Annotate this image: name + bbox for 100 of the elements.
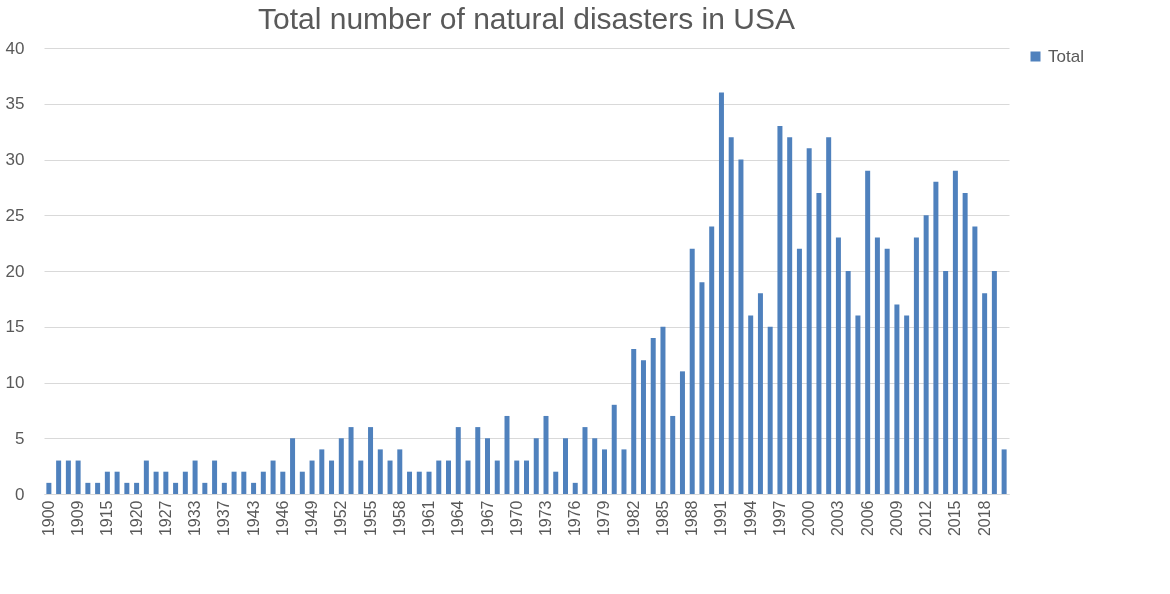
bar [221,482,227,494]
bar [1001,449,1007,494]
bar [192,460,198,494]
bar [855,315,861,494]
x-tick-label: 2003 [829,500,847,537]
bar [689,248,695,494]
y-tick-label: 20 [5,261,25,281]
x-tick-label: 1909 [69,500,87,537]
x-tick-label: 1958 [390,500,408,537]
x-tick-label: 1982 [624,500,642,537]
bar [572,482,578,494]
x-tick-label: 1933 [186,500,204,537]
bar [670,415,676,494]
bar [231,471,237,494]
x-tick-label: 1985 [653,500,671,537]
bar [446,460,452,494]
bar [299,471,305,494]
x-tick-label: 1920 [127,500,145,537]
bar [436,460,442,494]
y-tick-label: 10 [5,373,25,392]
bar [407,471,413,494]
bar [718,92,724,494]
bar [611,404,617,494]
bar [533,438,539,494]
x-tick-label: 2018 [975,500,993,537]
bar [757,293,763,494]
bar [631,349,637,494]
x-tick-label: 1988 [683,500,701,537]
bar [933,181,939,494]
y-tick-label: 25 [5,205,25,225]
bar [543,415,549,494]
bar [319,449,325,494]
bar [134,482,140,494]
bar [738,159,744,494]
chart-title: Total number of natural disasters in USA [258,2,795,35]
y-tick-label: 35 [5,94,25,114]
x-tick-label: 1997 [770,500,788,537]
bar [46,482,52,494]
bar [475,427,481,494]
bar [153,471,159,494]
y-tick-label: 15 [5,317,25,337]
y-tick-label: 5 [15,428,25,448]
bar [524,460,529,494]
bar [377,449,383,494]
x-tick-label: 1927 [156,500,174,537]
x-tick-label: 1991 [712,500,730,537]
bar [923,215,929,494]
x-tick-label: 2009 [887,500,905,537]
x-tick-label: 1961 [420,500,438,537]
bar [95,482,101,494]
bar [65,460,71,494]
x-tick-label: 2015 [946,500,964,537]
bar [777,126,783,494]
bar [514,460,520,494]
bar [894,304,900,494]
x-tick-label: 2000 [800,500,818,537]
bar [455,427,461,494]
bar [358,460,364,494]
x-tick-label: 1994 [741,500,759,537]
x-tick-label: 2012 [917,500,935,537]
bar [338,438,344,494]
bar [309,460,315,494]
bar [104,471,110,494]
bar [709,226,715,494]
x-tick-label: 1973 [536,500,554,537]
bar [767,326,773,494]
y-tick-label: 30 [5,150,25,169]
bar [426,471,432,494]
bar [202,482,208,494]
x-tick-label: 1976 [566,500,584,537]
x-tick-label: 1967 [478,500,496,537]
x-tick-label: 1952 [332,500,350,537]
bar [748,315,754,494]
bar [982,293,988,494]
bar [124,482,130,494]
y-tick-label: 0 [15,484,25,504]
bar [212,460,218,494]
bar [816,192,822,494]
bar [884,248,890,494]
bar [553,471,559,494]
bar [787,137,793,494]
bar [592,438,598,494]
bar [348,427,354,494]
bar [251,482,257,494]
x-tick-label: 1955 [361,500,379,537]
x-tick-label: 1979 [595,500,613,537]
legend-label: Total [1048,46,1084,66]
bar [952,170,958,494]
y-tick-label: 40 [5,38,25,58]
bar [329,460,335,494]
bar [504,415,510,494]
bar [874,237,880,494]
x-tick-label: 2006 [858,500,876,537]
bar [806,148,812,494]
bar [660,326,666,494]
bar [494,460,500,494]
bar [699,282,705,494]
bar [679,371,685,494]
bar [904,315,910,494]
bar [796,248,802,494]
